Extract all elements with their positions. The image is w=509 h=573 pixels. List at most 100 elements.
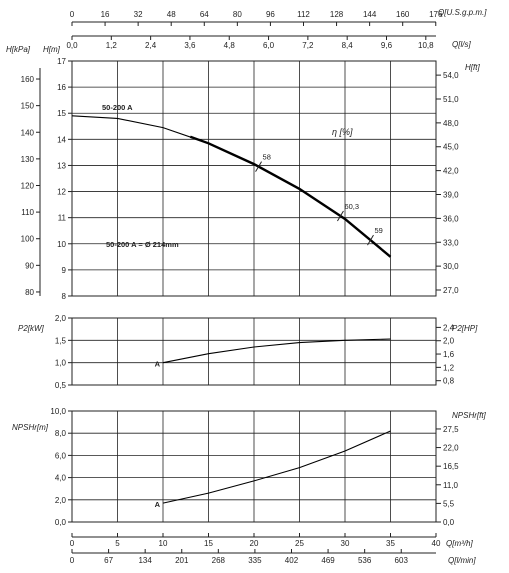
top-axis-ls-tick-label: 9,6 [381,41,393,50]
bottom-axis-m3h-tick-label: 5 [115,539,120,548]
npsh-ft-tick-label: 22,0 [443,444,459,453]
head-m-tick-label: 12 [57,188,66,197]
npsh-m-axis-title: NPSHr[m] [12,423,49,432]
top-axis-ls-tick-label: 4,8 [224,41,236,50]
head-curve-efficiency-band [189,135,392,258]
power-curve-label: A [155,360,161,369]
power-kw-tick-label: 0,5 [55,381,67,390]
head-kpa-tick-label: 110 [21,208,34,217]
efficiency-mark-label: 59 [374,226,382,235]
head-ft-tick-label: 54,0 [443,71,459,80]
bottom-axis-m3h-title: Q[m³/h] [446,539,473,548]
efficiency-axis-label: η [%] [332,127,353,137]
head-m-tick-label: 11 [58,214,67,223]
top-axis-ls-tick-label: 6,0 [263,41,275,50]
npsh-m-tick-label: 2,0 [55,496,67,505]
power-hp-tick-label: 1,6 [443,350,455,359]
head-ft-tick-label: 30,0 [443,262,459,271]
npsh-m-tick-label: 0,0 [55,518,67,527]
top-axis-usgpm-tick-label: 128 [330,10,344,19]
head-m-tick-label: 8 [62,292,67,301]
bottom-axis-m3h-tick-label: 15 [204,539,213,548]
head-ft-tick-label: 45,0 [443,143,459,152]
head-m-tick-label: 16 [57,83,66,92]
bottom-axis-m3h-tick-label: 10 [159,539,168,548]
top-axis-usgpm-tick-label: 0 [70,10,75,19]
bottom-axis-lmin-tick-label: 402 [285,556,299,565]
top-axis-usgpm-tick-label: 32 [134,10,143,19]
bottom-axis-lmin-tick-label: 134 [138,556,152,565]
top-axis-usgpm-title: Q[U.S.g.p.m.] [438,8,487,17]
head-kpa-tick-label: 120 [21,181,35,190]
power-kw-axis-title: P2[kW] [18,324,45,333]
head-ft-tick-label: 27,0 [443,286,459,295]
head-m-tick-label: 15 [57,109,66,118]
top-axis-usgpm-tick-label: 112 [297,10,310,19]
top-axis-usgpm-tick-label: 80 [233,10,242,19]
head-m-tick-label: 14 [57,135,66,144]
npsh-curve-label: A [155,500,161,509]
top-axis-usgpm-tick-label: 160 [396,10,410,19]
top-axis-ls-tick-label: 1,2 [106,41,118,50]
bottom-axis-lmin-title: Q[l/min] [448,556,476,565]
top-axis-usgpm-tick-label: 144 [363,10,377,19]
curve-label: 50-200 A [102,103,133,112]
top-axis-ls-tick-label: 0,0 [66,41,78,50]
bottom-axis-m3h-tick-label: 40 [432,539,441,548]
bottom-axis-lmin-tick-label: 67 [104,556,113,565]
head-ft-tick-label: 33,0 [443,238,459,247]
head-kpa-tick-label: 140 [21,128,35,137]
top-axis-usgpm-tick-label: 96 [266,10,275,19]
head-ft-axis-title: H[ft] [465,63,480,72]
head-ft-tick-label: 48,0 [443,119,459,128]
top-axis-ls-tick-label: 3,6 [184,41,196,50]
power-hp-axis-title: P2[HP] [452,324,478,333]
head-kpa-tick-label: 80 [25,288,34,297]
head-kpa-axis-title: H[kPa] [6,45,31,54]
npsh-m-tick-label: 8,0 [55,429,67,438]
power-kw-tick-label: 2,0 [55,314,67,323]
power-curve-series [162,338,391,364]
top-axis-usgpm-tick-label: 16 [101,10,110,19]
head-m-axis-title: H[m] [43,45,61,54]
bottom-axis-m3h-tick-label: 25 [295,539,304,548]
npsh-m-tick-label: 4,0 [55,474,67,483]
head-kpa-tick-label: 160 [21,75,35,84]
bottom-axis-lmin-tick-label: 335 [248,556,262,565]
power-kw-tick-label: 1,0 [55,359,67,368]
power-hp-tick-label: 2,0 [443,337,455,346]
top-axis-ls-tick-label: 7,2 [302,41,314,50]
top-axis-usgpm-tick-label: 48 [167,10,176,19]
head-ft-tick-label: 36,0 [443,214,459,223]
npsh-ft-tick-label: 0,0 [443,518,455,527]
bottom-axis-m3h-tick-label: 20 [250,539,259,548]
efficiency-mark-tick [255,161,262,172]
head-ft-tick-label: 39,0 [443,191,459,200]
head-m-tick-label: 10 [57,240,66,249]
bottom-axis-m3h-tick-label: 35 [386,539,395,548]
head-ft-tick-label: 51,0 [443,95,459,104]
power-kw-tick-label: 1,5 [55,336,67,345]
efficiency-mark-label: 58 [263,153,271,162]
efficiency-mark-label: 60,3 [344,202,359,211]
power-hp-tick-label: 1,2 [443,363,455,372]
head-m-tick-label: 13 [57,161,66,170]
top-axis-ls-tick-label: 10,8 [418,41,434,50]
npsh-m-tick-label: 6,0 [55,451,67,460]
top-axis-ls-tick-label: 2,4 [145,41,157,50]
head-kpa-tick-label: 100 [21,235,35,244]
efficiency-mark-tick [367,234,374,246]
top-axis-ls-title: Q[l/s] [452,40,471,49]
top-axis-usgpm-tick-label: 176 [429,10,443,19]
impeller-diameter-label: 50-200 A = Ø 214mm [106,240,179,249]
head-m-tick-label: 9 [62,266,67,275]
npsh-m-tick-label: 10,0 [50,407,66,416]
npsh-ft-tick-label: 16,5 [443,462,459,471]
npsh-ft-tick-label: 5,5 [443,499,455,508]
bottom-axis-lmin-tick-label: 536 [358,556,372,565]
bottom-axis-lmin-tick-label: 469 [321,556,335,565]
top-axis-ls-tick-label: 8,4 [342,41,354,50]
head-m-tick-label: 17 [57,57,66,66]
bottom-axis-lmin-tick-label: 268 [212,556,226,565]
